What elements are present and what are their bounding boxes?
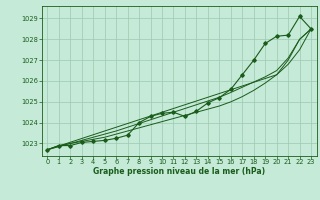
X-axis label: Graphe pression niveau de la mer (hPa): Graphe pression niveau de la mer (hPa) xyxy=(93,167,265,176)
